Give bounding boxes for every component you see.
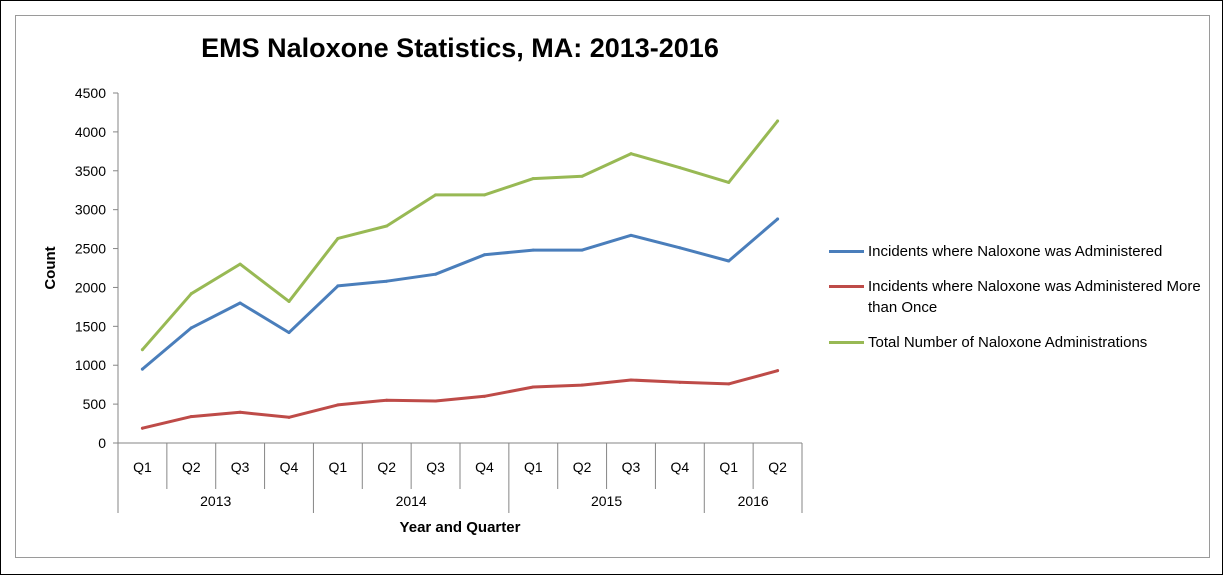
data-point-series-1: [482, 394, 486, 398]
data-point-series-1: [629, 378, 633, 382]
data-point-series-1: [580, 383, 584, 387]
x-tick-label: Q3: [622, 459, 641, 475]
x-tick-label: Q1: [719, 459, 738, 475]
data-point-series-2: [776, 119, 780, 123]
legend: Incidents where Naloxone was Administere…: [829, 241, 1209, 353]
data-point-series-1: [385, 398, 389, 402]
chart-area-border: [15, 15, 1210, 558]
x-axis-title: Year and Quarter: [400, 519, 521, 536]
legend-label: Incidents where Naloxone was Administere…: [868, 243, 1163, 260]
x-tick-label: Q2: [182, 459, 201, 475]
data-point-series-0: [385, 279, 389, 283]
x-tick-label: Q4: [475, 459, 494, 475]
y-tick-label: 1000: [75, 357, 106, 373]
x-tick-label: Q2: [377, 459, 396, 475]
series-line-0: [140, 217, 780, 371]
x-group-label: 2013: [200, 493, 231, 509]
data-point-series-2: [140, 348, 144, 352]
data-point-series-2: [531, 177, 535, 181]
legend-swatch: [829, 341, 864, 344]
legend-label: Incidents where Naloxone was Administere…: [868, 278, 1201, 316]
data-point-series-0: [189, 326, 193, 330]
chart-title: EMS Naloxone Statistics, MA: 2013-2016: [201, 33, 719, 63]
y-tick-label: 500: [83, 396, 107, 412]
x-tick-label: Q3: [231, 459, 250, 475]
data-point-series-2: [238, 262, 242, 266]
y-axis-title: Count: [42, 246, 59, 289]
data-point-series-1: [189, 415, 193, 419]
data-point-series-1: [287, 415, 291, 419]
data-point-series-0: [482, 253, 486, 257]
data-point-series-1: [140, 426, 144, 430]
data-point-series-2: [482, 193, 486, 197]
data-point-series-1: [238, 410, 242, 414]
data-point-series-0: [287, 331, 291, 335]
x-tick-label: Q1: [329, 459, 348, 475]
data-point-series-1: [531, 385, 535, 389]
y-tick-label: 2000: [75, 279, 106, 295]
legend-item: Incidents where Naloxone was Administere…: [829, 241, 1209, 262]
data-point-series-0: [336, 284, 340, 288]
data-point-series-1: [776, 369, 780, 373]
x-group-label: 2015: [591, 493, 622, 509]
data-point-series-0: [238, 301, 242, 305]
y-tick-label: 3000: [75, 202, 106, 218]
data-point-series-2: [336, 236, 340, 240]
data-point-series-1: [336, 403, 340, 407]
legend-swatch: [829, 285, 864, 288]
x-tick-label: Q2: [573, 459, 592, 475]
legend-label: Total Number of Naloxone Administrations: [868, 334, 1148, 351]
data-point-series-0: [678, 246, 682, 250]
data-point-series-2: [189, 292, 193, 296]
data-point-series-0: [727, 259, 731, 263]
data-point-series-0: [531, 248, 535, 252]
legend-item: Total Number of Naloxone Administrations: [829, 332, 1209, 353]
x-tick-label: Q4: [671, 459, 690, 475]
x-tick-label: Q1: [524, 459, 543, 475]
data-point-series-1: [434, 399, 438, 403]
x-tick-label: Q1: [133, 459, 152, 475]
x-group-label: 2014: [396, 493, 427, 509]
y-tick-label: 4000: [75, 124, 106, 140]
x-tick-label: Q4: [280, 459, 299, 475]
y-tick-label: 0: [98, 435, 106, 451]
data-point-series-2: [727, 180, 731, 184]
data-point-series-0: [580, 248, 584, 252]
data-point-series-1: [727, 382, 731, 386]
x-group-label: 2016: [738, 493, 769, 509]
y-tick-label: 2500: [75, 241, 106, 257]
x-tick-label: Q2: [768, 459, 787, 475]
data-point-series-1: [678, 380, 682, 384]
legend-item: Incidents where Naloxone was Administere…: [829, 276, 1209, 318]
data-point-series-2: [385, 224, 389, 228]
data-point-series-0: [140, 367, 144, 371]
data-point-series-2: [678, 166, 682, 170]
data-point-series-0: [776, 217, 780, 221]
series-line-1: [140, 369, 780, 430]
data-point-series-2: [287, 299, 291, 303]
data-point-series-0: [434, 272, 438, 276]
legend-swatch: [829, 250, 864, 253]
data-point-series-0: [629, 233, 633, 237]
data-point-series-2: [434, 193, 438, 197]
y-tick-label: 3500: [75, 163, 106, 179]
series-line-2: [140, 119, 780, 352]
data-point-series-2: [580, 174, 584, 178]
y-tick-label: 1500: [75, 318, 106, 334]
x-tick-label: Q3: [426, 459, 445, 475]
data-point-series-2: [629, 152, 633, 156]
y-tick-label: 4500: [75, 85, 106, 101]
